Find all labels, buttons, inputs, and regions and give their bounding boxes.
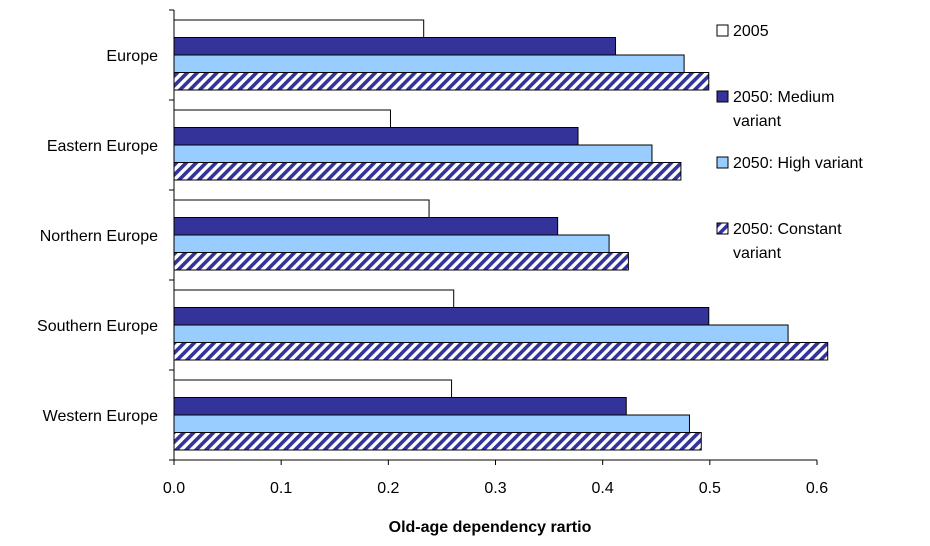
legend-label-2005: 2005 (733, 23, 769, 40)
legend-label-2050-constant-variant: 2050: Constant (733, 221, 842, 238)
bar-europe-2050-high-variant (173, 54, 685, 73)
legend-swatch-2050-medium-variant (716, 90, 729, 103)
category-label-northern-europe: Northern Europe (40, 228, 158, 245)
x-tick-label: 0.3 (484, 480, 506, 497)
x-axis-title: Old-age dependency rartio (389, 519, 592, 536)
x-tick-label: 0.6 (806, 480, 828, 497)
legend-label-2050-medium-variant: variant (733, 113, 782, 130)
x-tick-label: 0.4 (592, 480, 614, 497)
bar-western-europe-2050-high-variant (173, 414, 690, 433)
bar-western-europe-2005 (173, 379, 453, 398)
category-label-western-europe: Western Europe (43, 408, 158, 425)
bar-eastern-europe-2050-high-variant (173, 144, 653, 163)
bar-western-europe-2050-constant-variant (173, 432, 702, 451)
bar-eastern-europe-2050-constant-variant (173, 162, 682, 181)
legend: 2005 2050: Medium variant 2050: High varian… (716, 23, 863, 262)
category-label-southern-europe: Southern Europe (37, 318, 158, 335)
bars-group (173, 19, 829, 451)
bar-eastern-europe-2050-medium-variant (173, 127, 579, 146)
legend-swatch-2050-constant-variant (716, 222, 729, 235)
bar-southern-europe-2050-high-variant (173, 324, 789, 343)
bar-europe-2050-constant-variant (173, 72, 710, 91)
category-label-europe: Europe (106, 48, 158, 65)
x-tick-label: 0.2 (377, 480, 399, 497)
legend-swatch-2005 (716, 24, 729, 37)
x-tick-label: 0.5 (699, 480, 721, 497)
legend-label-2050-high-variant: 2050: High variant (733, 155, 863, 172)
bar-europe-2005 (173, 19, 425, 38)
category-label-eastern-europe: Eastern Europe (47, 138, 158, 155)
bar-europe-2050-medium-variant (173, 37, 617, 56)
bar-southern-europe-2050-constant-variant (173, 342, 829, 361)
bar-eastern-europe-2005 (173, 109, 391, 128)
bar-northern-europe-2050-high-variant (173, 234, 610, 253)
x-tick-label: 0.0 (163, 480, 185, 497)
bar-western-europe-2050-medium-variant (173, 397, 627, 416)
bar-northern-europe-2050-medium-variant (173, 217, 559, 236)
bar-southern-europe-2050-medium-variant (173, 307, 710, 326)
bar-southern-europe-2005 (173, 289, 455, 308)
bar-northern-europe-2005 (173, 199, 430, 218)
category-labels: Europe Eastern Europe Northern Europe South… (37, 48, 158, 425)
x-tick-labels: 0.0 0.1 0.2 0.3 0.4 0.5 0.6 (163, 480, 828, 497)
x-tick-label: 0.1 (270, 480, 292, 497)
legend-label-2050-medium-variant: 2050: Medium (733, 89, 834, 106)
bar-northern-europe-2050-constant-variant (173, 252, 629, 271)
legend-swatch-2050-high-variant (716, 156, 729, 169)
axes-group (169, 9, 818, 465)
legend-label-2050-constant-variant: variant (733, 245, 782, 262)
